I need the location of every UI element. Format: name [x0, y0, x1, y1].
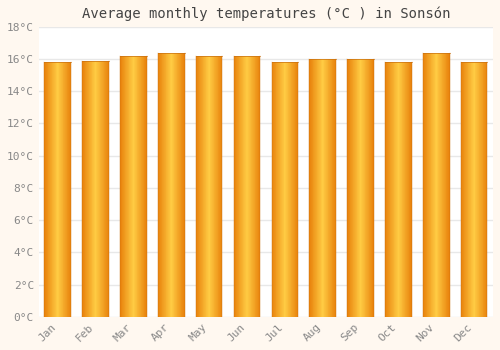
Title: Average monthly temperatures (°C ) in Sonsón: Average monthly temperatures (°C ) in So… [82, 7, 450, 21]
